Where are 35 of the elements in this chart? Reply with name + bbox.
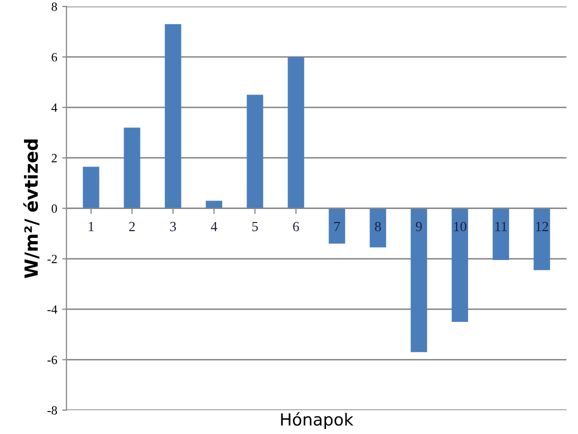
bar	[492, 208, 510, 260]
x-tick-label: 4	[210, 222, 218, 232]
x-tick-label: 2	[129, 222, 135, 232]
x-tick-label: 10	[454, 222, 466, 232]
bar	[534, 208, 550, 270]
x-tick-label: 5	[252, 222, 258, 232]
x-tick-label: 1	[88, 222, 94, 232]
x-tick-label: 11	[495, 222, 507, 232]
bar	[82, 166, 100, 208]
x-axis-title: Hónapok	[281, 412, 354, 429]
x-tick-label: 12	[536, 222, 548, 232]
y-tick-label: 8	[52, 2, 57, 11]
y-tick-label: -6	[47, 356, 58, 364]
bar	[452, 208, 468, 322]
y-tick-label: 6	[52, 53, 58, 62]
bar	[370, 208, 386, 248]
bar	[328, 208, 346, 244]
y-tick-label: 2	[52, 154, 57, 162]
y-tick-label: 4	[51, 104, 58, 112]
bar	[206, 200, 222, 208]
bar	[164, 24, 182, 208]
x-tick-label: 9	[416, 222, 422, 232]
x-tick-label: 7	[334, 222, 340, 232]
y-tick-label: -4	[47, 305, 58, 314]
y-axis-title: W/m²/ évtized	[23, 140, 40, 278]
x-tick-label: 6	[293, 222, 300, 232]
y-tick-label: -8	[47, 406, 57, 415]
bar	[246, 94, 264, 208]
x-tick-label: 8	[374, 222, 381, 232]
y-tick-label: -2	[47, 254, 57, 264]
bar	[124, 128, 140, 208]
bar	[288, 56, 304, 208]
y-tick-label: 0	[52, 204, 57, 213]
bar	[410, 208, 428, 352]
x-tick-label: 3	[170, 222, 176, 232]
